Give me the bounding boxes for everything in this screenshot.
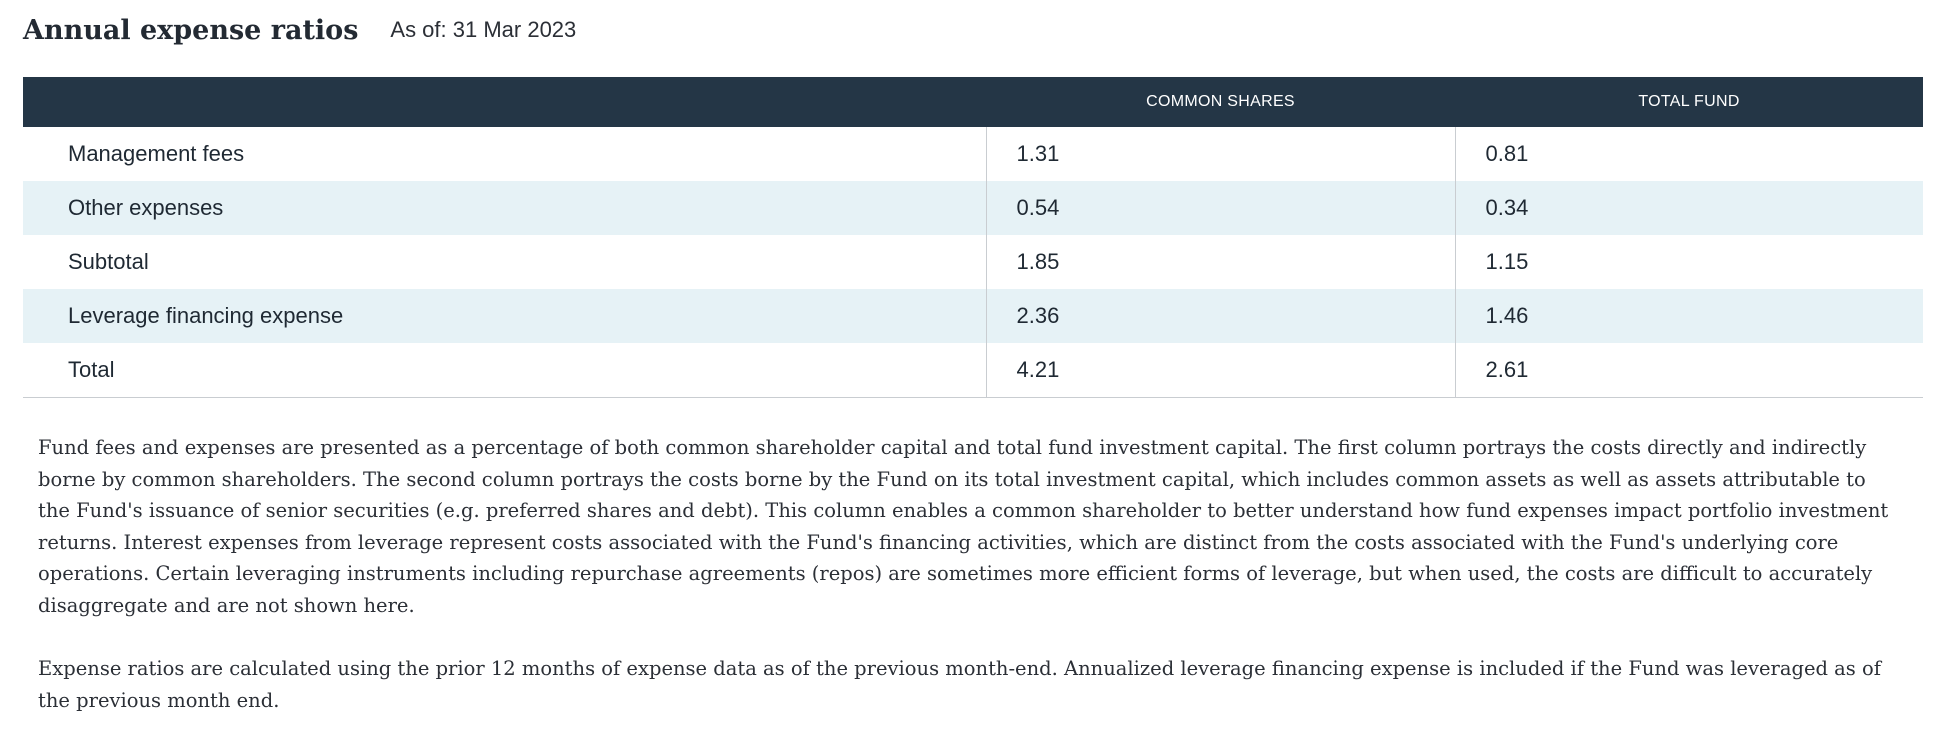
column-header-common-shares: COMMON SHARES — [1146, 93, 1295, 110]
column-header-label — [23, 77, 986, 127]
as-of-date: As of: 31 Mar 2023 — [390, 17, 577, 42]
section-header: Annual expense ratios As of: 31 Mar 2023 — [23, 10, 576, 50]
table-row-subtotal: Subtotal 1.85 1.15 — [23, 235, 1923, 289]
common-shares-value: 0.54 — [985, 181, 1455, 235]
common-shares-value: 1.31 — [985, 127, 1455, 181]
common-shares-value: 1.85 — [985, 235, 1455, 289]
section-title: Annual expense ratios — [23, 14, 359, 46]
total-fund-value: 2.61 — [1454, 343, 1923, 398]
table-row-management-fees: Management fees 1.31 0.81 — [23, 127, 1923, 181]
note-paragraph-1: Fund fees and expenses are presented as … — [38, 436, 1889, 617]
table-header-row: COMMON SHARES TOTAL FUND — [23, 77, 1923, 127]
row-label: Leverage financing expense — [68, 303, 344, 328]
total-fund-value: 0.81 — [1454, 127, 1923, 181]
expense-ratio-table: COMMON SHARES TOTAL FUND Management fees… — [23, 77, 1923, 398]
note-paragraph-2: Expense ratios are calculated using the … — [38, 657, 1881, 712]
table-row-total: Total 4.21 2.61 — [23, 343, 1923, 398]
table-row-leverage-financing-expense: Leverage financing expense 2.36 1.46 — [23, 289, 1923, 343]
row-label: Other expenses — [68, 195, 224, 220]
expense-ratio-table-container: COMMON SHARES TOTAL FUND Management fees… — [23, 77, 1923, 398]
table-row-other-expenses: Other expenses 0.54 0.34 — [23, 181, 1923, 235]
column-header-total-fund: TOTAL FUND — [1638, 93, 1740, 110]
expense-notes: Fund fees and expenses are presented as … — [38, 432, 1893, 748]
total-fund-value: 1.46 — [1454, 289, 1923, 343]
total-fund-value: 0.34 — [1454, 181, 1923, 235]
row-label: Management fees — [68, 141, 245, 166]
row-label: Total — [23, 343, 986, 398]
total-fund-value: 1.15 — [1454, 235, 1923, 289]
common-shares-value: 2.36 — [985, 289, 1455, 343]
common-shares-value: 4.21 — [985, 343, 1455, 398]
row-label: Subtotal — [68, 249, 149, 274]
